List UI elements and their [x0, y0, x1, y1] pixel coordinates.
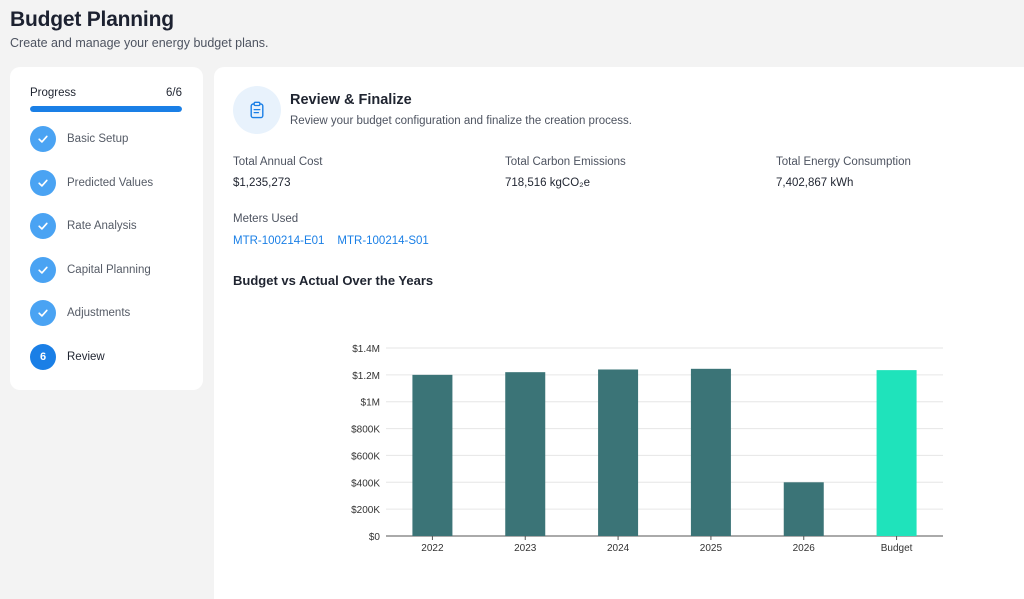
stat-carbon-emissions: Total Carbon Emissions 718,516 kgCO₂e	[505, 156, 626, 189]
step-list: Basic Setup Predicted Values Rate Analys…	[30, 126, 153, 387]
y-tick-label: $600K	[351, 451, 380, 462]
bar-2026	[783, 482, 824, 536]
meter-link[interactable]: MTR-100214-S01	[337, 235, 429, 247]
step-label: Adjustments	[67, 307, 131, 319]
step-review[interactable]: 6 Review	[30, 343, 153, 370]
step-label: Rate Analysis	[67, 220, 137, 232]
y-tick-label: $1.4M	[352, 344, 380, 355]
y-tick-label: $800K	[351, 425, 380, 436]
meter-list: MTR-100214-E01 MTR-100214-S01	[233, 235, 429, 247]
y-tick-label: $1M	[361, 398, 380, 409]
check-icon	[30, 169, 56, 196]
check-icon	[30, 126, 56, 152]
x-tick-label: 2025	[700, 543, 723, 554]
step-adjustments[interactable]: Adjustments	[30, 300, 153, 326]
bar-2025	[690, 368, 731, 536]
step-label: Predicted Values	[67, 176, 154, 189]
stat-label: Total Annual Cost	[233, 156, 323, 168]
x-tick-label: 2022	[421, 543, 444, 554]
stat-annual-cost: Total Annual Cost $1,235,273	[233, 156, 323, 189]
page-subtitle: Create and manage your energy budget pla…	[10, 36, 269, 50]
step-basic-setup[interactable]: Basic Setup	[30, 126, 153, 152]
step-number: 6	[30, 343, 56, 370]
x-tick-label: 2026	[793, 543, 816, 554]
progress-bar	[30, 106, 182, 112]
step-label: Capital Planning	[67, 263, 151, 276]
section-description: Review your budget configuration and fin…	[290, 115, 633, 127]
stat-label: Total Carbon Emissions	[505, 156, 626, 168]
progress-sidebar: Progress 6/6 Basic Setup Predicted Value…	[10, 67, 203, 390]
step-rate-analysis[interactable]: Rate Analysis	[30, 213, 153, 239]
budget-vs-actual-chart: $0 $200K $400K $600K $800K $1M $1.2M $1.4M 2022 2…	[351, 344, 943, 554]
progress-label: Progress	[30, 87, 77, 99]
page-header: Budget Planning Create and manage your e…	[10, 8, 269, 50]
bar-2024	[598, 369, 639, 536]
meters-section: Meters Used MTR-100214-E01 MTR-100214-S0…	[233, 213, 429, 247]
page-title: Budget Planning	[10, 8, 174, 31]
y-tick-label: $400K	[351, 478, 380, 489]
progress-header: Progress 6/6	[30, 87, 182, 99]
step-label: Review	[67, 350, 105, 363]
stat-energy-consumption: Total Energy Consumption 7,402,867 kWh	[776, 156, 911, 189]
bar-2023	[505, 372, 546, 536]
progress-count: 6/6	[166, 87, 182, 99]
stat-value: 718,516 kgCO₂e	[505, 177, 591, 189]
step-predicted-values[interactable]: Predicted Values	[30, 169, 154, 196]
step-label: Basic Setup	[67, 133, 129, 145]
chart-title: Budget vs Actual Over the Years	[233, 273, 434, 288]
progress-bar-fill	[30, 106, 182, 112]
y-tick-label: $200K	[351, 505, 380, 516]
x-tick-label: 2023	[514, 543, 537, 554]
check-icon	[30, 213, 56, 239]
y-tick-label: $1.2M	[352, 371, 380, 382]
meter-link[interactable]: MTR-100214-E01	[233, 235, 325, 247]
review-card: Review & Finalize Review your budget con…	[214, 67, 1024, 599]
step-capital-planning[interactable]: Capital Planning	[30, 256, 153, 283]
clipboard-icon	[233, 86, 281, 134]
section-title: Review & Finalize	[290, 92, 412, 108]
bar-budget	[876, 370, 917, 536]
stat-value: $1,235,273	[233, 177, 291, 189]
bar-2022	[412, 374, 453, 536]
stat-label: Total Energy Consumption	[776, 156, 911, 168]
y-tick-label: $0	[369, 532, 381, 543]
stat-value: 7,402,867 kWh	[776, 177, 854, 189]
meters-label: Meters Used	[233, 213, 299, 225]
check-icon	[30, 256, 56, 283]
x-tick-label: 2024	[607, 543, 630, 554]
check-icon	[30, 300, 56, 326]
x-tick-label: Budget	[881, 543, 913, 554]
